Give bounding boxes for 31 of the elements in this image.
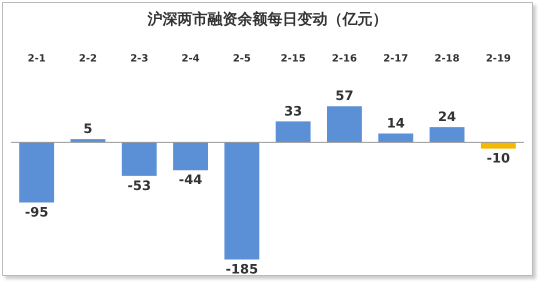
bar (276, 121, 311, 142)
x-tick-label: 2-1 (28, 54, 46, 65)
bar (122, 142, 157, 176)
x-tick-label: 2-3 (130, 54, 148, 65)
data-label: 33 (284, 104, 302, 120)
x-tick-label: 2-18 (434, 54, 460, 65)
bar (224, 142, 260, 260)
x-tick-label: 2-5 (232, 54, 251, 65)
x-tick-label: 2-4 (182, 54, 200, 65)
x-tick-label: 2-15 (280, 54, 306, 65)
x-tick-label: 2-19 (486, 54, 511, 65)
frame: 沪深两市融资余额每日变动（亿元） 2-1 2-2 2-3 2-4 2-5 2-15 2-16 2-17 2-18 2-19 -95 5 -53 -44 -185 33 57 14 24 -10 (2, 2, 533, 276)
bar (173, 142, 208, 170)
data-label: -95 (24, 205, 48, 220)
data-label: -10 (486, 152, 510, 167)
bar (430, 127, 464, 142)
data-label: -53 (128, 178, 151, 194)
x-tick-label: 2-16 (332, 54, 357, 65)
x-tick-label: 2-2 (78, 54, 98, 65)
bar (19, 142, 54, 202)
data-label: 14 (386, 116, 405, 132)
bar (70, 139, 106, 142)
bar (327, 106, 362, 142)
data-label: -185 (226, 262, 258, 278)
data-label: 57 (335, 89, 354, 104)
data-label: -44 (178, 173, 202, 188)
x-tick-label: 2-17 (383, 54, 408, 65)
bar (378, 133, 414, 142)
data-label: 24 (438, 110, 456, 126)
chart-title: 沪深两市融资余额每日变动（亿元） (146, 10, 388, 28)
data-label: 5 (83, 122, 92, 138)
